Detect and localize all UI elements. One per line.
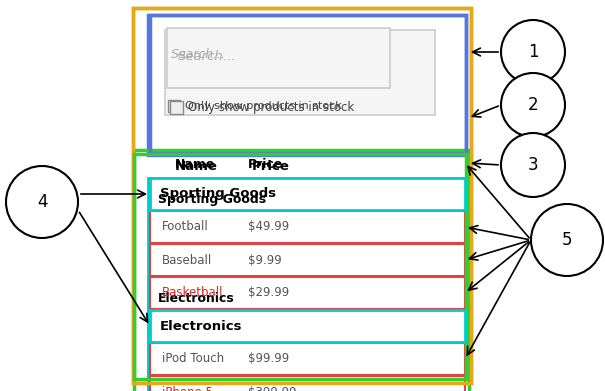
Text: Electronics: Electronics bbox=[160, 319, 243, 332]
Circle shape bbox=[501, 20, 565, 84]
Bar bbox=[150, 15, 466, 153]
Bar bbox=[133, 8, 471, 383]
Text: Football: Football bbox=[162, 221, 209, 233]
Bar bbox=[148, 178, 464, 388]
Bar bbox=[134, 150, 469, 391]
Bar bbox=[150, 244, 465, 276]
Bar bbox=[165, 30, 435, 115]
Text: Baseball: Baseball bbox=[162, 253, 212, 267]
Text: Basketball: Basketball bbox=[162, 287, 223, 300]
Text: Price: Price bbox=[252, 160, 290, 172]
Text: Name: Name bbox=[175, 158, 215, 172]
Bar bbox=[167, 28, 390, 88]
Text: Sporting Goods: Sporting Goods bbox=[158, 192, 266, 206]
Bar bbox=[170, 101, 183, 114]
Text: Sporting Goods: Sporting Goods bbox=[160, 188, 276, 201]
Text: 1: 1 bbox=[528, 43, 538, 61]
Text: Only show products in stock: Only show products in stock bbox=[188, 102, 355, 115]
Circle shape bbox=[501, 133, 565, 197]
Circle shape bbox=[6, 166, 78, 238]
Bar bbox=[150, 178, 465, 210]
Text: $9.99: $9.99 bbox=[248, 253, 282, 267]
Text: Search...: Search... bbox=[171, 48, 226, 61]
Circle shape bbox=[501, 73, 565, 137]
Bar bbox=[148, 15, 466, 155]
Text: iPhone 5: iPhone 5 bbox=[162, 386, 213, 391]
Bar bbox=[150, 376, 465, 391]
Circle shape bbox=[531, 204, 603, 276]
Text: 5: 5 bbox=[562, 231, 572, 249]
Text: Electronics: Electronics bbox=[158, 292, 235, 305]
Text: 3: 3 bbox=[528, 156, 538, 174]
Text: Only show products in stock: Only show products in stock bbox=[185, 101, 342, 111]
Bar bbox=[150, 211, 465, 243]
Bar bbox=[133, 8, 471, 383]
Text: Price: Price bbox=[248, 158, 283, 172]
Text: $29.99: $29.99 bbox=[248, 287, 289, 300]
Text: Search...: Search... bbox=[178, 50, 237, 63]
Text: iPod Touch: iPod Touch bbox=[162, 353, 224, 366]
Text: 2: 2 bbox=[528, 96, 538, 114]
Bar bbox=[150, 310, 465, 342]
Bar bbox=[150, 343, 465, 375]
Text: 4: 4 bbox=[37, 193, 47, 211]
Bar bbox=[134, 154, 466, 379]
Bar bbox=[148, 278, 464, 391]
Text: $399.99: $399.99 bbox=[248, 386, 296, 391]
Text: Name: Name bbox=[175, 160, 218, 172]
Text: $49.99: $49.99 bbox=[248, 221, 289, 233]
Text: $99.99: $99.99 bbox=[248, 353, 289, 366]
Bar bbox=[168, 100, 180, 112]
Bar bbox=[150, 277, 465, 309]
